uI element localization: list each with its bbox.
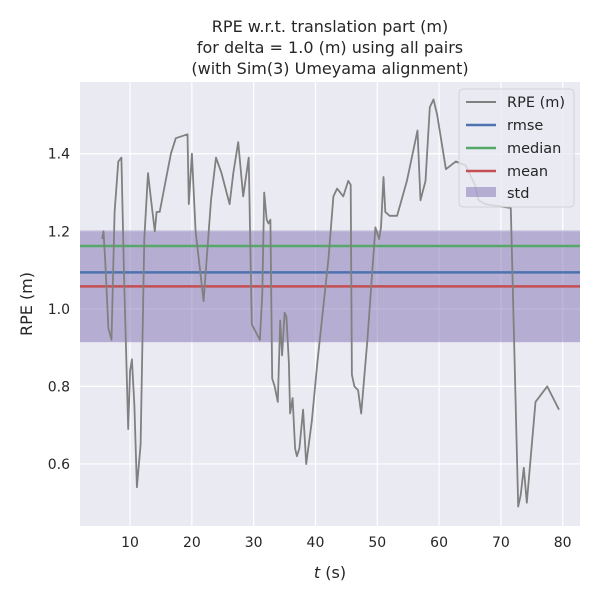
legend-label-rmse: rmse [507, 118, 543, 134]
y-axis-ticks: 0.6 0.8 1.0 1.2 1.4 [48, 147, 70, 473]
legend-item-mean: mean [466, 164, 548, 180]
chart-title: RPE w.r.t. translation part (m) for delt… [191, 17, 468, 78]
legend-box [458, 88, 575, 208]
x-axis-label-unit: (s) [320, 563, 346, 582]
rpe-series-line [101, 98, 560, 508]
legend-swatch-std [466, 187, 496, 197]
x-tick-label: 70 [492, 535, 510, 551]
x-tick-label: 20 [183, 535, 201, 551]
legend-label-rpe: RPE (m) [507, 95, 565, 111]
legend: RPE (m) rmse median mean std [458, 88, 575, 208]
title-line-1: RPE w.r.t. translation part (m) [212, 17, 448, 36]
x-axis-ticks: 10 20 30 40 50 60 70 80 [121, 535, 571, 551]
legend-item-rmse: rmse [466, 118, 543, 134]
x-axis-label-var: t [314, 563, 321, 582]
title-line-3: (with Sim(3) Umeyama alignment) [191, 59, 468, 78]
x-tick-label: 10 [121, 535, 139, 551]
legend-item-median: median [466, 141, 561, 157]
y-tick-label: 1.2 [48, 224, 70, 240]
legend-label-mean: mean [507, 164, 548, 180]
y-tick-label: 0.6 [48, 457, 70, 473]
y-tick-label: 1.4 [48, 147, 70, 163]
x-tick-label: 50 [368, 535, 386, 551]
y-axis-label: RPE (m) [17, 272, 36, 336]
legend-item-rpe: RPE (m) [466, 95, 565, 111]
x-tick-label: 60 [430, 535, 448, 551]
title-line-2: for delta = 1.0 (m) using all pairs [197, 38, 463, 57]
y-tick-label: 0.8 [48, 379, 70, 395]
x-tick-label: 80 [554, 535, 572, 551]
legend-label-median: median [507, 141, 561, 157]
x-axis-label: t (s) [314, 563, 346, 582]
y-tick-label: 1.0 [48, 302, 70, 318]
x-tick-label: 40 [307, 535, 325, 551]
rpe-series-layer [101, 98, 560, 508]
legend-label-std: std [507, 186, 529, 202]
legend-item-std: std [466, 186, 529, 202]
x-tick-label: 30 [245, 535, 263, 551]
